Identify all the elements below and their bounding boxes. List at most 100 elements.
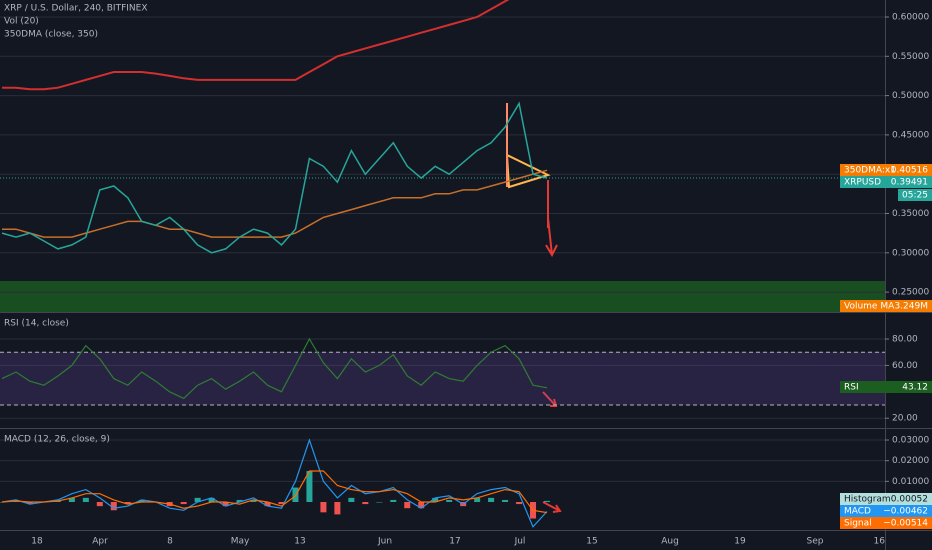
badge-name: Signal [844, 519, 872, 529]
arrow-drawing [542, 391, 558, 407]
histogram-bar [208, 497, 215, 502]
histogram-bar [250, 499, 257, 502]
badge-value: 0.39491 [891, 178, 928, 188]
badge-bg [840, 300, 932, 312]
histogram-bar [362, 502, 369, 505]
y-tick-label: 0.35000 [892, 209, 929, 219]
histogram-bar [390, 499, 397, 502]
badge-bg [898, 189, 932, 201]
rsi-band [0, 352, 885, 405]
badge-name: RSI [844, 383, 859, 393]
badge-bg [840, 164, 932, 176]
y-tick-label: 80.00 [892, 335, 918, 345]
histogram-bar [222, 502, 229, 507]
x-tick-label: Jun [377, 537, 392, 547]
series-line [2, 169, 548, 238]
histogram-bar [432, 497, 439, 502]
badge-name: Histogram [844, 495, 891, 505]
x-tick-label: Aug [661, 537, 679, 547]
y-tick-label: 0.55000 [892, 52, 929, 62]
badge-value: 0.40516 [891, 166, 928, 176]
chart-title: XRP / U.S. Dollar, 240, BITFINEX [4, 4, 148, 14]
arrow-drawing [545, 180, 558, 258]
histogram-bar [138, 499, 145, 502]
y-tick-label: 0.03000 [892, 436, 929, 446]
y-tick-label: 0.60000 [892, 13, 929, 23]
histogram-bar [68, 497, 75, 502]
x-tick-label: May [231, 537, 250, 547]
macd-title: MACD (12, 26, close, 9) [4, 435, 110, 445]
badge: 05:25 [898, 189, 932, 201]
x-tick-label: Apr [92, 537, 108, 547]
histogram-bar [474, 497, 481, 502]
histogram-bar [334, 502, 341, 515]
x-tick-label: 15 [586, 537, 597, 547]
x-tick-label: 19 [734, 537, 746, 547]
x-tick-label: 17 [449, 537, 460, 547]
y-tick-label: 0.30000 [892, 248, 929, 258]
badge: Histogram 0.00052 [840, 493, 932, 505]
volume-title: Vol (20) [4, 17, 39, 27]
histogram-bar [124, 502, 131, 505]
histogram-bar [306, 471, 313, 502]
badge: MACD −0.00462 [840, 505, 932, 517]
badge-name: 350DMA:x1 [844, 166, 896, 176]
y-tick-label: 0.25000 [892, 288, 929, 298]
badge: Volume MA 3.249M [840, 300, 932, 312]
y-tick-label: 0.01000 [892, 477, 929, 487]
badge-name: XRPUSD [844, 178, 881, 188]
y-tick-label: 60.00 [892, 361, 918, 371]
badge-name: Volume MA [844, 302, 895, 312]
badge: 350DMA:x10.40516 [840, 164, 932, 176]
y-tick-label: 0.02000 [892, 456, 929, 466]
series-line [1, 337, 548, 400]
badge-bg [840, 493, 932, 505]
badge-bg [840, 381, 932, 393]
x-tick-label: 18 [31, 537, 43, 547]
badge-bg [840, 176, 932, 188]
histogram-bar [446, 499, 453, 502]
x-tick-label: 16 [874, 537, 886, 547]
badge: XRPUSD 0.39491 [840, 176, 932, 188]
arrow-drawing [542, 501, 562, 513]
histogram-bar [96, 502, 103, 507]
badge-name: MACD [844, 507, 871, 517]
histogram-bar [488, 497, 495, 502]
badge-value: 0.00052 [891, 495, 928, 505]
badge-value: −0.00462 [883, 507, 928, 517]
y-tick-label: 0.45000 [892, 130, 929, 140]
x-tick-label: 13 [294, 537, 305, 547]
series-line [1, 101, 548, 254]
histogram-bar [236, 499, 243, 502]
histogram-bar [180, 502, 187, 505]
badge-value: −0.00514 [883, 519, 928, 529]
series-line [1, 470, 548, 514]
badge-value: 43.12 [902, 383, 928, 393]
badge: RSI 43.12 [840, 381, 932, 393]
x-tick-label: Sep [807, 537, 824, 547]
x-tick-label: Jul [514, 537, 526, 547]
x-tick-label: 8 [167, 537, 173, 547]
badge-bg [840, 505, 932, 517]
y-tick-label: 0.50000 [892, 91, 929, 101]
dma-title: 350DMA (close, 350) [4, 30, 98, 40]
histogram-bar [82, 497, 89, 502]
histogram-bar [418, 502, 425, 509]
badge: Signal −0.00514 [840, 517, 932, 529]
histogram-bar [278, 502, 285, 505]
histogram-bar [320, 502, 327, 513]
histogram-bar [348, 497, 355, 502]
volume-zone [0, 281, 885, 312]
histogram-bar [264, 502, 271, 507]
histogram-bar [516, 502, 523, 505]
histogram-bar [502, 499, 509, 502]
series-line [2, 0, 510, 91]
histogram-bar [26, 502, 33, 505]
badge-bg [840, 517, 932, 529]
histogram-bar [110, 502, 117, 511]
badge-value: 3.249M [894, 302, 928, 312]
histogram-bar [376, 502, 383, 503]
histogram-bar [194, 497, 201, 502]
